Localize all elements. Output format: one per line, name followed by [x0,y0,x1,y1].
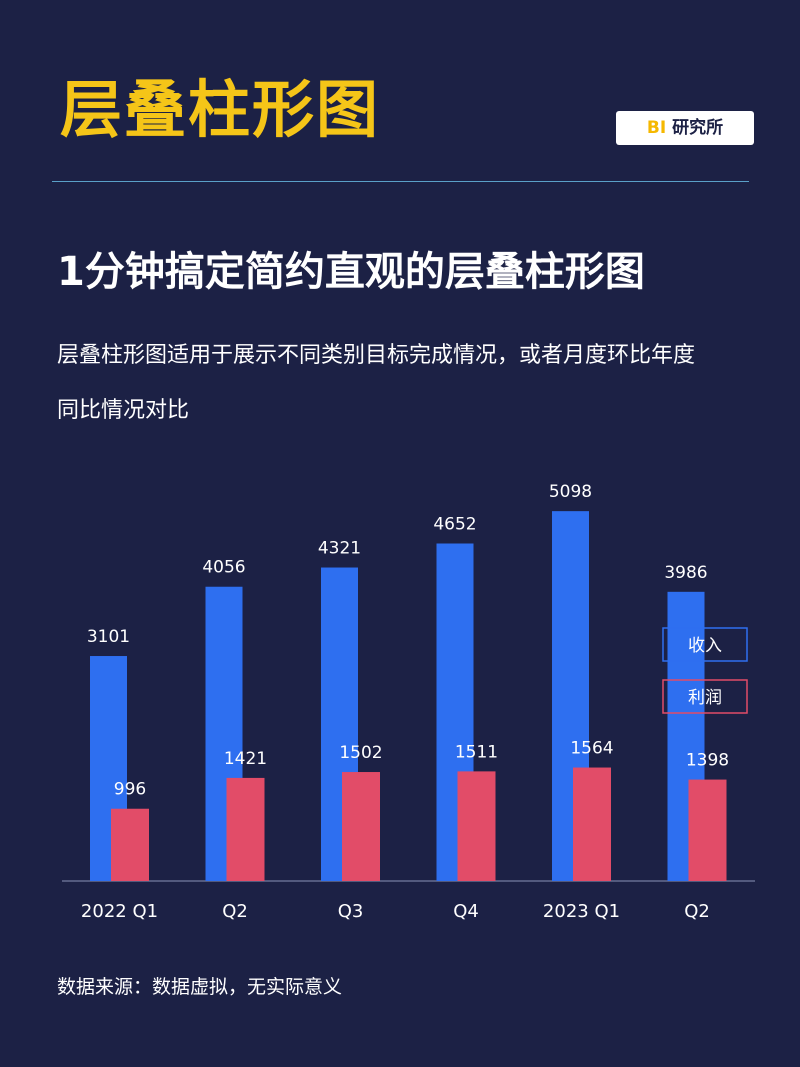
profit-bar [111,808,149,881]
brand-bi-text: BI [646,118,667,138]
x-tick-label: Q4 [453,901,479,922]
description-line-1: 层叠柱形图适用于展示不同类别目标完成情况，或者月度环比年度 [57,343,696,368]
legend-box-revenue [662,627,748,662]
x-tick-label: Q2 [222,901,248,922]
profit-data-label: 1421 [224,749,267,769]
x-tick-label: Q3 [338,901,364,922]
legend-box-profit [662,679,748,714]
revenue-data-label: 3986 [664,563,707,583]
x-tick-label: 2022 Q1 [81,901,158,922]
legend-label: 收入 [688,636,722,656]
revenue-data-label: 4321 [318,539,361,559]
profit-bar [342,772,380,881]
subtitle: 1分钟搞定简约直观的层叠柱形图 [57,249,645,295]
description: 层叠柱形图适用于展示不同类别目标完成情况，或者月度环比年度 同比情况对比 [57,328,757,438]
description-line-2: 同比情况对比 [57,398,190,423]
profit-bar [226,777,265,881]
legend-label: 利润 [688,688,722,708]
header-divider [52,181,749,182]
profit-data-label: 1502 [339,743,382,763]
data-source-note: 数据来源：数据虚拟，无实际意义 [57,976,343,998]
profit-data-label: 1564 [570,739,613,759]
profit-bar [457,771,496,881]
profit-data-label: 1398 [686,751,729,771]
profit-bar [573,767,611,881]
x-tick-label: Q2 [684,901,710,922]
profit-bar [688,779,727,881]
x-tick-label: 2023 Q1 [543,901,620,922]
brand-name-text: 研究所 [666,118,724,138]
brand-badge: BI 研究所 [616,111,754,145]
profit-data-label: 1511 [455,742,498,762]
revenue-data-label: 4652 [433,515,476,535]
revenue-data-label: 5098 [549,482,592,502]
page-title: 层叠柱形图 [60,73,381,146]
profit-data-label: 996 [114,780,146,800]
revenue-data-label: 3101 [87,627,130,647]
revenue-data-label: 4056 [202,558,245,578]
